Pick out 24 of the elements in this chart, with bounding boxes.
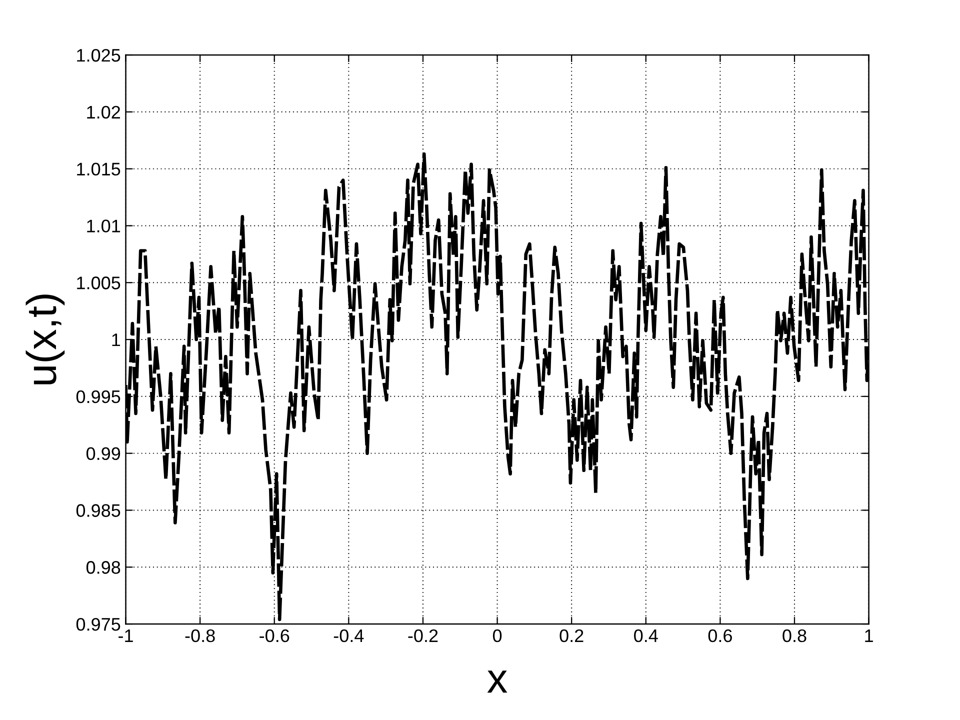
x-tick-label: -1 [118, 630, 133, 642]
y-tick-label: 1.025 [77, 48, 120, 62]
y-tick-label: 0.98 [86, 561, 120, 574]
x-tick-label: -0.4 [334, 629, 364, 642]
x-tick-label: 0.2 [560, 629, 584, 642]
x-tick-label: -0.6 [260, 629, 290, 642]
y-tick-label: 0.975 [76, 618, 120, 631]
y-tick-label: 1.01 [87, 220, 120, 232]
y-axis-title: u(x,t) [26, 294, 65, 384]
y-tick-label: 0.99 [86, 447, 120, 460]
x-tick-label: 0.6 [708, 629, 732, 642]
x-tick-label: -0.2 [408, 629, 438, 642]
x-tick-label: 0.8 [782, 629, 806, 642]
x-tick-label: 0 [492, 629, 502, 642]
x-tick-label: 1 [865, 630, 873, 642]
y-tick-label: 1.005 [77, 276, 120, 290]
y-tick-label: 1 [112, 334, 120, 346]
x-tick-label: 0.4 [634, 629, 658, 642]
y-tick-label: 0.995 [76, 390, 120, 404]
y-tick-label: 0.985 [76, 504, 120, 517]
y-tick-label: 1.02 [87, 106, 120, 119]
x-axis-title: x [487, 670, 508, 693]
y-tick-label: 1.015 [77, 162, 120, 176]
x-tick-label: -0.8 [185, 629, 215, 642]
